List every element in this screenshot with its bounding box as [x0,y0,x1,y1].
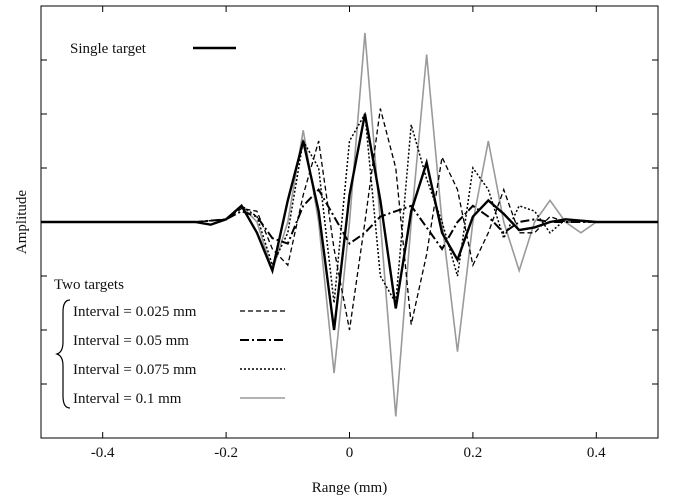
legend-two-targets: Two targets Interval = 0.025 mm Interval =… [54,277,285,409]
series-line-4 [41,32,658,417]
x-tick-label: -0.2 [214,445,238,461]
legend-single-target: Single target [70,41,236,57]
series-line-0 [41,113,658,331]
series-layer [41,32,658,417]
x-tick-label: 0.4 [587,445,606,461]
x-tick-label: 0 [346,445,354,461]
series-line-3 [41,111,658,306]
legend-label-interval: Interval = 0.075 mm [73,362,197,378]
legend-label-single-target: Single target [70,41,147,57]
legend-label-interval: Interval = 0.025 mm [73,304,197,320]
legend-brace [55,299,71,409]
y-axis-label: Amplitude [14,190,30,255]
series-line-1 [41,108,658,331]
series-line-2 [41,187,658,251]
legend-label-interval: Interval = 0.05 mm [73,333,189,349]
legend-label-interval: Interval = 0.1 mm [73,391,182,407]
x-tick-label: -0.4 [91,445,115,461]
x-tick-label: 0.2 [464,445,483,461]
axis-ticks: -0.4 -0.2 0 0.2 0.4 [41,6,658,461]
x-axis-label: Range (mm) [312,480,387,496]
legend-group-title: Two targets [54,277,124,293]
